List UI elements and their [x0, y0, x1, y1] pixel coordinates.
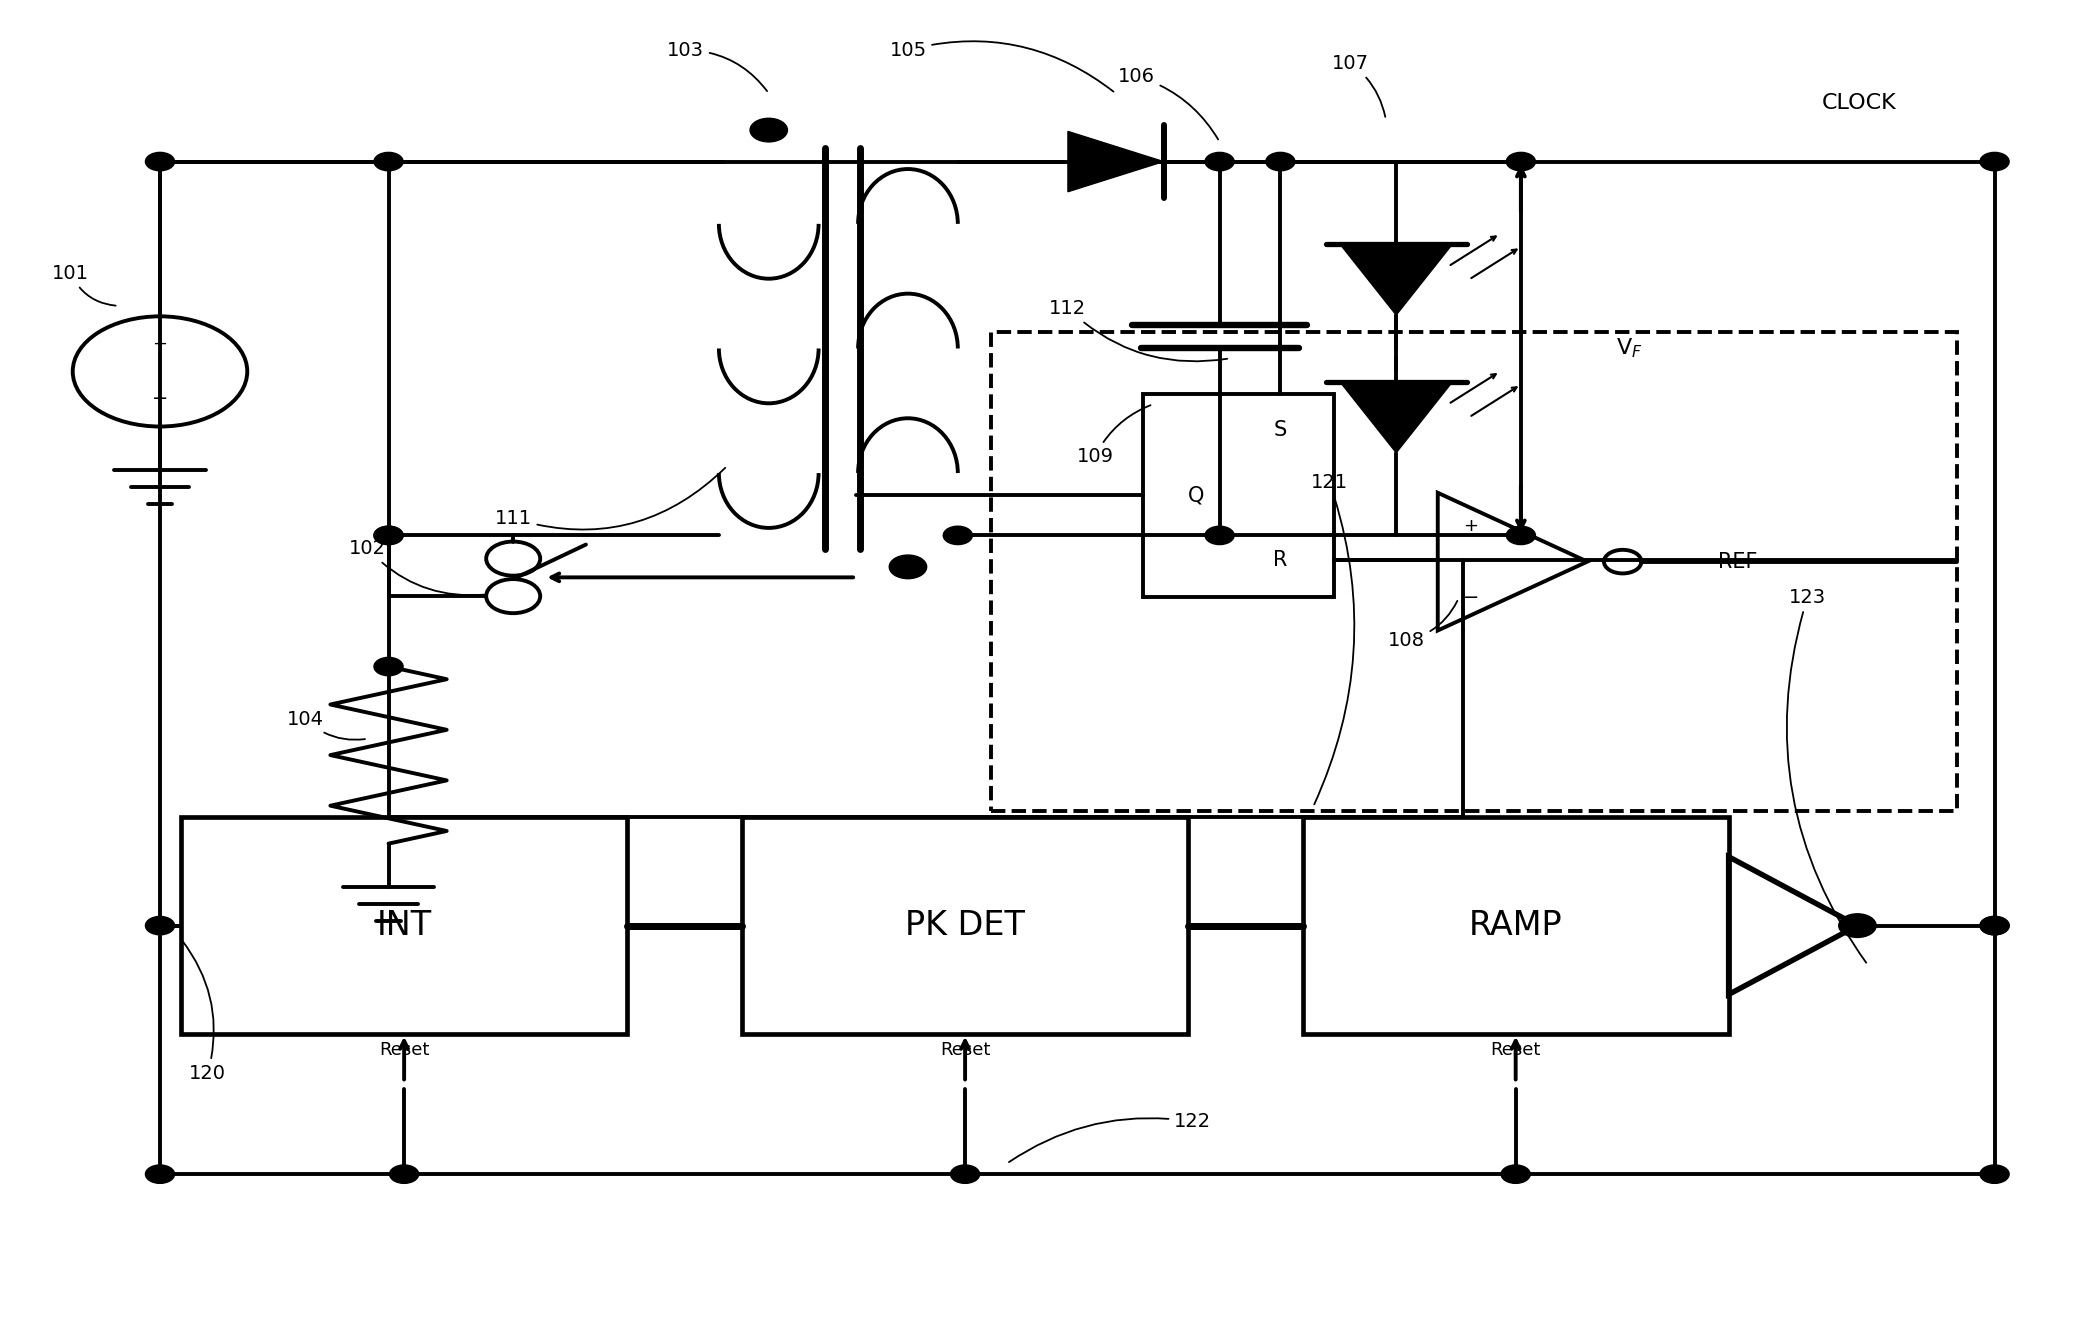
- Text: 112: 112: [1049, 298, 1227, 362]
- Bar: [1304, 817, 1729, 1034]
- Text: S: S: [1275, 420, 1287, 441]
- Text: 122: 122: [1010, 1113, 1212, 1162]
- Circle shape: [146, 152, 175, 170]
- Text: 109: 109: [1076, 405, 1151, 466]
- Circle shape: [146, 1166, 175, 1183]
- Circle shape: [1980, 152, 2009, 170]
- Text: V$_F$: V$_F$: [1617, 337, 1642, 360]
- Circle shape: [1838, 913, 1875, 937]
- Polygon shape: [1068, 132, 1164, 191]
- Text: 101: 101: [52, 264, 115, 306]
- Circle shape: [373, 152, 403, 170]
- Circle shape: [373, 657, 403, 676]
- Circle shape: [1206, 527, 1235, 545]
- Circle shape: [751, 119, 786, 141]
- Text: RAMP: RAMP: [1469, 909, 1562, 942]
- Text: Reset: Reset: [380, 1040, 430, 1059]
- Text: 104: 104: [288, 710, 365, 739]
- Circle shape: [1266, 152, 1295, 170]
- Circle shape: [889, 556, 926, 578]
- Text: CLOCK: CLOCK: [1823, 92, 1896, 112]
- Text: 108: 108: [1387, 601, 1458, 649]
- Bar: [181, 817, 628, 1034]
- Bar: [1143, 393, 1333, 597]
- Circle shape: [951, 1166, 980, 1183]
- Circle shape: [1506, 152, 1535, 170]
- Text: INT: INT: [378, 909, 432, 942]
- Circle shape: [1980, 916, 2009, 935]
- Text: Reset: Reset: [1491, 1040, 1542, 1059]
- Text: −: −: [1462, 587, 1479, 607]
- Text: R: R: [1272, 550, 1287, 570]
- Text: PK DET: PK DET: [905, 909, 1024, 942]
- Text: 106: 106: [1118, 67, 1218, 140]
- Circle shape: [1206, 152, 1235, 170]
- Circle shape: [1980, 916, 2009, 935]
- Circle shape: [1980, 1166, 2009, 1183]
- Polygon shape: [1339, 244, 1452, 315]
- Polygon shape: [1339, 381, 1452, 453]
- Text: +: +: [152, 335, 167, 352]
- Text: REF: REF: [1719, 552, 1758, 572]
- Text: +: +: [1464, 517, 1479, 535]
- Circle shape: [373, 527, 403, 545]
- Text: 123: 123: [1788, 587, 1867, 962]
- Text: 107: 107: [1333, 54, 1385, 117]
- Text: 121: 121: [1312, 474, 1354, 804]
- Circle shape: [390, 1166, 419, 1183]
- Circle shape: [146, 916, 175, 935]
- Text: 120: 120: [181, 941, 225, 1082]
- Text: Reset: Reset: [941, 1040, 991, 1059]
- Text: 103: 103: [668, 41, 768, 91]
- Circle shape: [1506, 527, 1535, 545]
- Text: 105: 105: [889, 41, 1114, 91]
- Circle shape: [1502, 1166, 1531, 1183]
- Text: Q: Q: [1189, 486, 1204, 506]
- Text: 102: 102: [348, 539, 484, 595]
- Text: 111: 111: [494, 467, 726, 529]
- Bar: [991, 333, 1957, 810]
- Text: −: −: [152, 389, 169, 408]
- Circle shape: [373, 527, 403, 545]
- Bar: [743, 817, 1189, 1034]
- Circle shape: [943, 527, 972, 545]
